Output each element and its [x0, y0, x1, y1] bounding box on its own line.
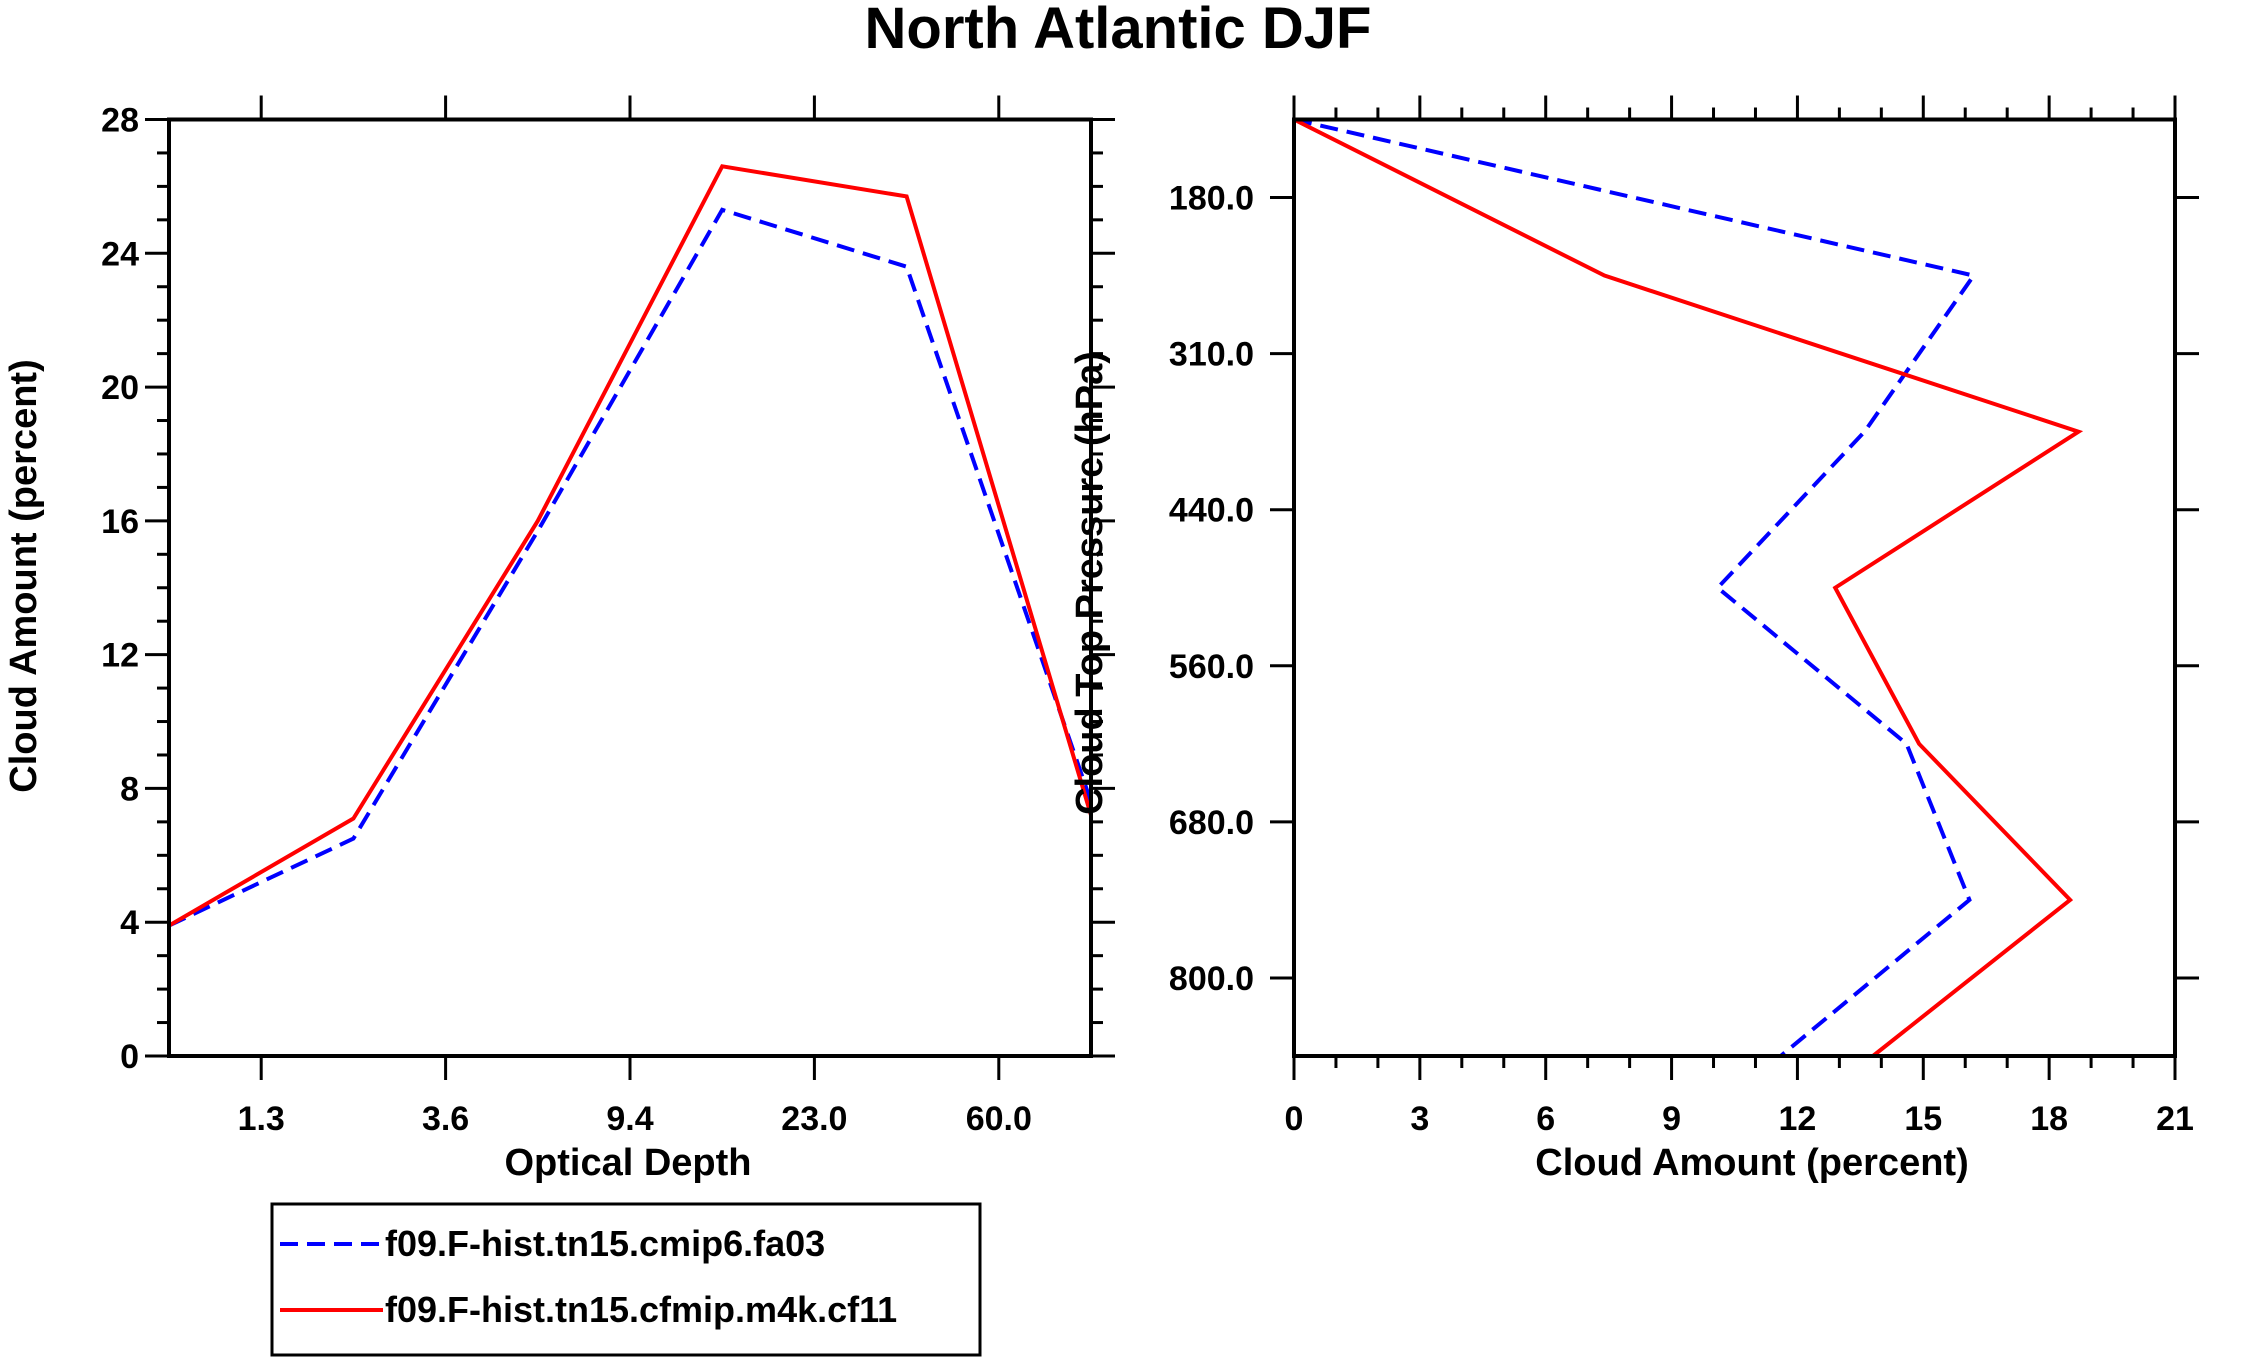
y-axis-title: Cloud Amount (percent)	[3, 359, 45, 792]
x-axis-title: Cloud Amount (percent)	[1535, 1142, 1968, 1184]
legend-label: f09.F-hist.tn15.cfmip.m4k.cf11	[385, 1289, 897, 1330]
x-tick-label: 21	[2156, 1100, 2194, 1138]
x-tick-label: 15	[1904, 1100, 1942, 1138]
y-tick-label: 12	[101, 637, 139, 675]
x-tick-label: 23.0	[781, 1100, 847, 1138]
legend-box	[270, 1202, 982, 1357]
y-tick-label: 28	[101, 102, 139, 140]
x-tick-label: 12	[1779, 1100, 1817, 1138]
y-axis-title-overlap: Cloud Top Pressure (hPa)	[1069, 351, 1111, 815]
series-line-blue	[168, 207, 1093, 928]
y-tick-label: 560.0	[1169, 648, 1254, 686]
y-tick-label: 440.0	[1169, 492, 1254, 530]
optical-depth-panel: 0 4 8 12 16 20 24 28 1.3 3.6 9.4 23.0 60.0 Optical De…	[3, 95, 1115, 1184]
y-tick-label: 680.0	[1169, 804, 1254, 842]
y-tick-label: 8	[120, 770, 139, 808]
x-tick-label: 60.0	[966, 1100, 1032, 1138]
chart-title: North Atlantic DJF	[865, 0, 1372, 61]
series-line-red	[1293, 117, 2084, 1058]
x-tick-label: 0	[1285, 1100, 1304, 1138]
x-tick-label: 6	[1536, 1100, 1555, 1138]
y-tick-label: 20	[101, 369, 139, 407]
x-axis-title: Optical Depth	[504, 1142, 751, 1184]
x-tick-label: 9	[1662, 1100, 1681, 1138]
series-line-blue	[1293, 117, 1977, 1058]
series-line-red	[167, 164, 1093, 928]
plot-frame	[1292, 117, 2177, 1058]
x-tick-label: 18	[2030, 1100, 2068, 1138]
legend: f09.F-hist.tn15.cmip6.fa03 f09.F-hist.tn…	[270, 1202, 982, 1357]
y-tick-label: 16	[101, 503, 139, 541]
x-tick-label: 3.6	[422, 1100, 469, 1138]
y-tick-label: 0	[120, 1038, 139, 1076]
x-tick-label: 9.4	[606, 1100, 653, 1138]
x-tick-label: 1.3	[238, 1100, 285, 1138]
legend-label: f09.F-hist.tn15.cmip6.fa03	[385, 1223, 825, 1264]
y-tick-label: 24	[101, 235, 139, 273]
y-tick-label: 800.0	[1169, 960, 1254, 998]
x-tick-label: 3	[1410, 1100, 1429, 1138]
plot-frame	[167, 117, 1093, 1058]
y-tick-label: 180.0	[1169, 180, 1254, 218]
pressure-panel: 0 3 6 9 12 15 18 21 180.0 310.0 440.0 560.0 680.0 800…	[1169, 95, 2199, 1184]
y-tick-label: 4	[120, 904, 139, 942]
y-tick-label: 310.0	[1169, 336, 1254, 374]
